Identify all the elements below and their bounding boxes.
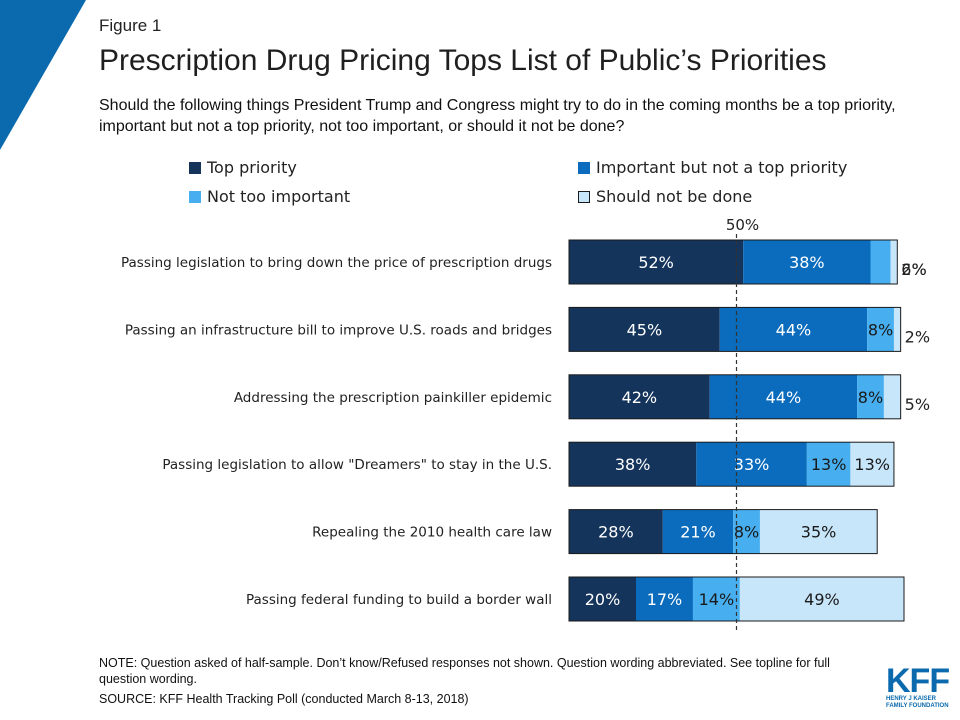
- data-label: 2%: [901, 260, 926, 279]
- bar-outline: [568, 509, 878, 555]
- data-label: 38%: [615, 455, 651, 474]
- data-label: 35%: [801, 523, 837, 542]
- bar-segment: [867, 307, 894, 352]
- bar-segment: [709, 374, 858, 419]
- bar-segment: [662, 509, 734, 554]
- data-label: 42%: [622, 388, 658, 407]
- legend-label: Important but not a top priority: [596, 158, 848, 177]
- legend-item-not-too-important: Not too important: [189, 187, 350, 206]
- bar-outline: [568, 441, 895, 487]
- logo-line-2: FAMILY FOUNDATION: [886, 703, 949, 709]
- legend-item-important: Important but not a top priority: [578, 158, 847, 177]
- legend-label: Not too important: [207, 187, 351, 206]
- data-label: 49%: [804, 590, 840, 609]
- reference-line-label: 50%: [726, 216, 759, 234]
- bar-segment: [870, 240, 891, 284]
- data-label: 44%: [766, 388, 802, 407]
- legend-item-should-not: Should not be done: [578, 187, 752, 206]
- data-label: 28%: [598, 523, 634, 542]
- bar-outline: [568, 374, 902, 420]
- data-label: 13%: [854, 455, 890, 474]
- bar-segment: [733, 509, 760, 554]
- data-label: 33%: [734, 455, 770, 474]
- bar-segment: [569, 442, 697, 487]
- bar-segment: [850, 442, 894, 487]
- legend-swatch-should-not: [578, 191, 590, 203]
- chart-subtitle: Should the following things President Tr…: [99, 97, 896, 135]
- data-label: 38%: [789, 253, 825, 272]
- legend-item-top-priority: Top priority: [189, 158, 297, 177]
- bar-outline: [568, 306, 902, 352]
- data-label: 44%: [776, 320, 812, 339]
- data-label: 6%: [901, 260, 926, 279]
- data-label: 2%: [905, 327, 930, 346]
- stacked-bar-chart: Passing legislation to bring down the pr…: [121, 216, 930, 633]
- data-label: 17%: [647, 590, 683, 609]
- bar-segment: [806, 442, 851, 487]
- data-label: 14%: [699, 590, 735, 609]
- bar-segment: [692, 577, 740, 621]
- bar-outline: [568, 239, 898, 285]
- bar-segment: [719, 307, 868, 352]
- bar-segment: [569, 240, 744, 284]
- data-label: 45%: [627, 320, 663, 339]
- category-label: Passing legislation to bring down the pr…: [121, 255, 552, 271]
- bar-segment: [739, 577, 904, 621]
- bar-segment: [696, 442, 807, 487]
- footnotes: NOTE: Question asked of half-sample. Don…: [99, 655, 859, 707]
- data-label: 8%: [858, 388, 883, 407]
- legend-swatch-important: [578, 162, 590, 174]
- data-label: 13%: [811, 455, 847, 474]
- category-label: Passing an infrastructure bill to improv…: [125, 322, 552, 338]
- bar-segment: [569, 374, 710, 419]
- bar-segment: [636, 577, 693, 621]
- logo-mark: KFF: [886, 662, 950, 700]
- bar-segment: [569, 577, 636, 621]
- logo-line-1: HENRY J KAISER: [886, 696, 937, 702]
- data-label: 8%: [868, 320, 893, 339]
- category-label: Passing federal funding to build a borde…: [246, 592, 552, 608]
- data-label: 21%: [680, 523, 716, 542]
- note-text: NOTE: Question asked of half-sample. Don…: [99, 656, 830, 686]
- data-label: 52%: [638, 253, 674, 272]
- figure-label: Figure 1: [99, 16, 162, 35]
- chart-title: Prescription Drug Pricing Tops List of P…: [99, 44, 827, 77]
- corner-accent-shape: [0, 0, 86, 150]
- bar-segment: [569, 509, 663, 554]
- legend-label: Should not be done: [596, 187, 753, 206]
- bar-segment: [759, 509, 878, 554]
- bar-segment: [857, 374, 884, 419]
- data-label: 20%: [585, 590, 621, 609]
- legend-label: Top priority: [207, 158, 297, 177]
- legend-swatch-top-priority: [189, 162, 201, 174]
- data-label: 5%: [905, 395, 930, 414]
- kff-logo: KFF HENRY J KAISER FAMILY FOUNDATION: [886, 662, 952, 710]
- bar-segment: [883, 374, 901, 419]
- category-label: Addressing the prescription painkiller e…: [234, 390, 552, 406]
- source-text: SOURCE: KFF Health Tracking Poll (conduc…: [99, 692, 469, 706]
- legend-swatch-not-too-important: [189, 191, 201, 203]
- bar-segment: [893, 307, 901, 352]
- bar-segment: [890, 240, 898, 284]
- category-label: Passing legislation to allow "Dreamers" …: [162, 457, 552, 473]
- data-label: 8%: [734, 523, 759, 542]
- category-label: Repealing the 2010 health care law: [312, 525, 552, 541]
- bar-segment: [569, 307, 720, 352]
- bar-segment: [743, 240, 871, 284]
